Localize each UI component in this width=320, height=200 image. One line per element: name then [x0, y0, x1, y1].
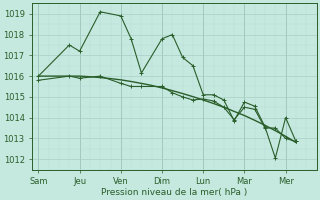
X-axis label: Pression niveau de la mer( hPa ): Pression niveau de la mer( hPa ) — [101, 188, 247, 197]
